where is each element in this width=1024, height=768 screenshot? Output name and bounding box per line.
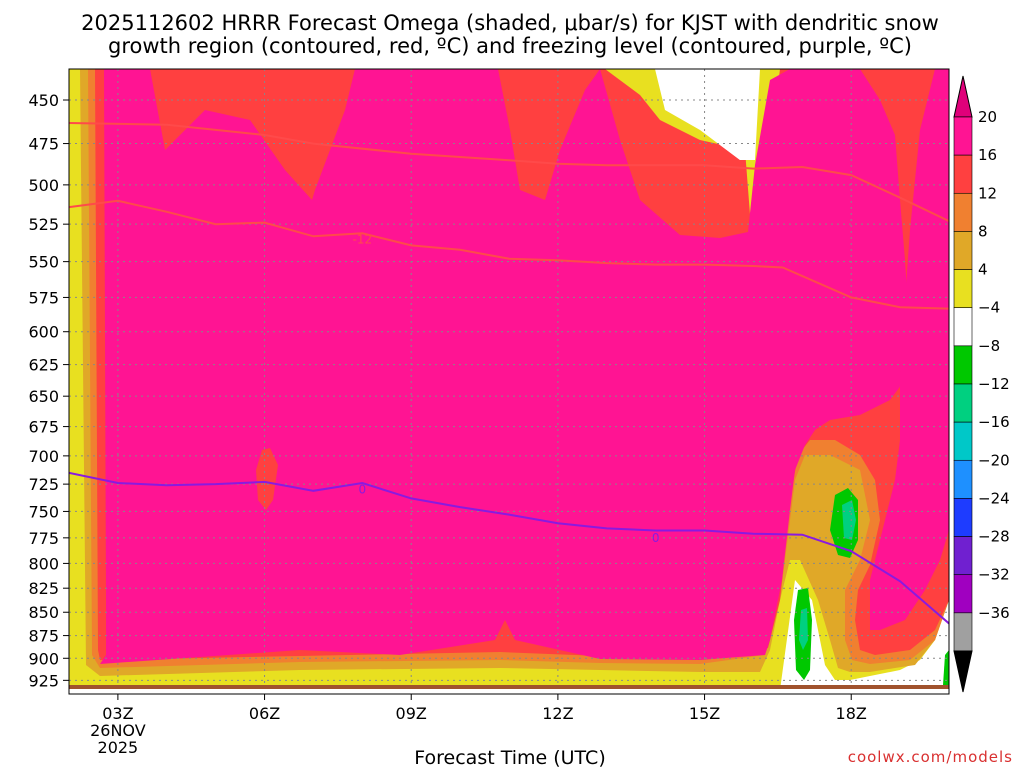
y-tick-label: 575 — [28, 288, 59, 307]
colorbar-bin — [953, 192, 973, 232]
colorbar-bin — [953, 116, 973, 156]
contour-label: 0 — [359, 483, 367, 497]
contour-label: -12 — [353, 232, 373, 246]
colorbar-label: −36 — [978, 604, 1010, 622]
colorbar-label: −28 — [978, 528, 1010, 546]
colorbar-label: −12 — [978, 375, 1010, 393]
colorbar-label: −20 — [978, 451, 1010, 469]
colorbar-bin — [953, 345, 973, 385]
colorbar-label: 16 — [978, 146, 997, 164]
omega-descent-20z — [943, 650, 949, 685]
y-tick-label: 450 — [28, 91, 59, 110]
x-axis-label: Forecast Time (UTC) — [414, 747, 605, 768]
colorbar-bin — [953, 231, 973, 270]
y-tick-label: 550 — [28, 253, 59, 272]
colorbar-arrow-top — [953, 75, 973, 118]
contour-label: 0 — [652, 531, 660, 545]
x-tick-label: 03Z — [102, 704, 133, 723]
colorbar-bin — [953, 269, 973, 309]
omega-band-20 — [100, 69, 910, 664]
ground-strip — [69, 685, 949, 689]
colorbar-bin — [953, 421, 973, 461]
omega-top-white-2 — [655, 69, 760, 160]
chart-title-line2: growth region (contoured, red, ºC) and f… — [108, 34, 912, 58]
colorbar-bin — [953, 612, 973, 652]
y-tick-label: 800 — [28, 554, 59, 573]
colorbar-bin — [953, 459, 973, 499]
chart-title-line1: 2025112602 HRRR Forecast Omega (shaded, … — [81, 11, 939, 35]
plot-frame — [68, 68, 950, 695]
colorbar-bin — [953, 574, 973, 614]
omega-right-column — [870, 69, 949, 630]
y-tick-label: 475 — [28, 135, 59, 154]
y-tick-label: 775 — [28, 529, 59, 548]
contour-line — [69, 122, 949, 223]
colorbar-label: −8 — [978, 337, 1000, 355]
colorbar: 20 16 12 8 4 −4 −8 −12 −16 −20 −24 −28 −32 −36 — [953, 75, 1010, 693]
y-tick-label: 925 — [28, 671, 59, 690]
contour-line — [69, 471, 949, 625]
colorbar-label: −24 — [978, 489, 1010, 507]
x-date-label: 26NOV — [90, 721, 146, 740]
grid — [69, 69, 949, 689]
colorbar-label: 20 — [978, 108, 997, 126]
colorbar-arrow-bottom — [953, 650, 973, 693]
y-tick-label: 625 — [28, 356, 59, 375]
colorbar-label: −32 — [978, 566, 1010, 584]
colorbar-label: −4 — [978, 299, 1000, 317]
y-tick-label: 850 — [28, 603, 59, 622]
y-tick-label: 875 — [28, 627, 59, 646]
omega-blip-06z — [256, 448, 278, 510]
x-date-label: 2025 — [98, 738, 139, 757]
y-tick-label: 525 — [28, 215, 59, 234]
y-tick-label: 825 — [28, 579, 59, 598]
y-tick-label: 700 — [28, 447, 59, 466]
x-tick-label: 18Z — [836, 704, 867, 723]
colorbar-label: −16 — [978, 413, 1010, 431]
colorbar-label: 12 — [978, 184, 997, 202]
omega-descent-17z-core — [799, 608, 808, 650]
y-tick-label: 650 — [28, 387, 59, 406]
colorbar-bin — [953, 536, 973, 576]
omega-descent-18z-core — [842, 500, 856, 540]
y-axis: 450 475 500 525 550 575 600 625 650 675 700 725 750 7… — [28, 91, 69, 690]
contour-line — [69, 199, 949, 310]
colorbar-bin — [953, 383, 973, 423]
x-tick-label: 12Z — [542, 704, 573, 723]
omega-shading — [69, 69, 949, 689]
y-tick-label: 725 — [28, 475, 59, 494]
x-tick-label: 06Z — [249, 704, 280, 723]
y-tick-label: 600 — [28, 323, 59, 342]
y-tick-label: 675 — [28, 418, 59, 437]
y-tick-label: 750 — [28, 502, 59, 521]
x-tick-label: 15Z — [689, 704, 720, 723]
colorbar-label: 4 — [978, 261, 988, 279]
contours: -12 0 0 — [69, 122, 949, 625]
colorbar-bin — [953, 154, 973, 194]
y-tick-label: 900 — [28, 649, 59, 668]
credit-text: coolwx.com/models — [848, 748, 1013, 766]
colorbar-bin — [953, 498, 973, 537]
colorbar-bin — [953, 307, 973, 347]
x-tick-label: 09Z — [396, 704, 427, 723]
colorbar-label: 8 — [978, 222, 988, 240]
plot-area: -12 0 0 — [69, 69, 949, 689]
y-tick-label: 500 — [28, 176, 59, 195]
